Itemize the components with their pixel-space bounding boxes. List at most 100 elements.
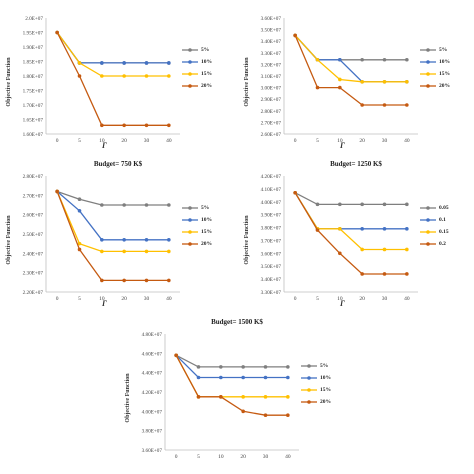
x-tick-label: 30: [144, 296, 150, 302]
legend-swatch: [182, 242, 198, 246]
legend-label: 10%: [201, 59, 212, 65]
series-line: [175, 354, 288, 416]
chart-panel: Budget= 1500 K$ Objective Function 3.60E…: [121, 318, 353, 468]
x-tick-label: 40: [285, 454, 291, 460]
x-tick-label: 20: [240, 454, 246, 460]
data-point: [100, 61, 104, 65]
legend-label: 0.1: [439, 217, 446, 223]
x-tick-label: 5: [78, 296, 81, 302]
data-point: [360, 227, 364, 231]
y-tick-label: 4.20E+07: [142, 390, 163, 396]
series-line: [175, 354, 288, 379]
data-point: [196, 365, 201, 369]
series-line: [294, 35, 407, 106]
legend-item: 0.15: [420, 226, 472, 238]
legend-swatch: [420, 60, 436, 64]
x-tick-label: 40: [166, 296, 172, 302]
y-tick-label: 2.60E+07: [23, 213, 44, 219]
data-point: [405, 80, 409, 84]
data-point: [144, 203, 149, 207]
series-line: [294, 192, 407, 230]
x-tick-label: 20: [359, 138, 365, 144]
legend-label: 5%: [439, 47, 448, 53]
chart-title: Budget= 1250 K$: [330, 160, 382, 168]
data-point: [382, 247, 387, 252]
x-tick-label: 0: [294, 138, 297, 144]
data-point: [219, 375, 223, 380]
data-point: [263, 413, 268, 417]
data-point: [167, 238, 171, 242]
legend-item: 15%: [182, 68, 234, 80]
data-point: [382, 272, 387, 276]
data-point: [338, 85, 342, 90]
legend-item: 10%: [182, 214, 234, 226]
data-point: [219, 365, 223, 369]
series-line: [294, 192, 407, 206]
legend-label: 15%: [201, 229, 212, 235]
data-point: [338, 251, 342, 256]
data-point: [382, 80, 387, 84]
legend-swatch: [182, 72, 198, 76]
y-tick-label: 4.80E+07: [142, 332, 163, 338]
data-point: [405, 227, 409, 231]
legend-label: 0.2: [439, 241, 446, 247]
data-point: [100, 123, 104, 128]
y-tick-label: 3.80E+07: [261, 226, 282, 232]
data-point: [144, 238, 149, 242]
x-tick-label: 10: [218, 454, 224, 460]
x-tick-label: 0: [56, 296, 59, 302]
legend-item: 0.05: [420, 202, 472, 214]
legend-swatch: [301, 364, 317, 368]
chart-plot: 3.30E+07 3.40E+07 3.50E+07 3.60E+07 3.70E+07…: [261, 174, 418, 302]
y-tick-label: 2.50E+07: [23, 232, 44, 238]
data-point: [167, 278, 171, 283]
data-point: [405, 247, 409, 252]
y-tick-label: 4.60E+07: [142, 351, 163, 357]
y-tick-label: 1.95E+07: [23, 31, 44, 37]
y-tick-label: 4.10E+07: [261, 187, 282, 193]
x-tick-label: 5: [316, 138, 319, 144]
data-point: [122, 238, 126, 242]
data-point: [55, 30, 59, 35]
legend-swatch: [301, 400, 317, 404]
data-point: [263, 395, 268, 399]
legend-label: 10%: [201, 217, 212, 223]
legend-label: 15%: [439, 71, 450, 77]
x-tick-label: 10: [337, 138, 343, 144]
legend-label: 5%: [201, 47, 210, 53]
data-point: [315, 57, 320, 62]
legend-item: 5%: [182, 202, 234, 214]
y-tick-label: 1.90E+07: [23, 45, 44, 51]
legend-label: 20%: [201, 241, 212, 247]
x-tick-label: 40: [166, 138, 172, 144]
y-tick-label: 3.30E+07: [261, 290, 282, 296]
y-tick-label: 2.70E+07: [23, 193, 44, 199]
legend-swatch: [182, 60, 198, 64]
chart-legend: 5% 10% 15% 20%: [182, 44, 234, 92]
data-point: [338, 202, 342, 207]
chart-title: Budget= 750 K$: [93, 160, 143, 168]
y-tick-label: 3.60E+07: [261, 251, 282, 257]
data-point: [167, 123, 171, 128]
x-tick-label: 30: [263, 454, 269, 460]
series-line: [56, 32, 169, 77]
data-point: [241, 409, 245, 414]
chart-title: Budget= 1500 K$: [211, 318, 263, 326]
data-point: [405, 202, 409, 207]
x-tick-label: 5: [197, 454, 200, 460]
chart-legend: 5% 10% 15% 20%: [301, 360, 353, 408]
legend-swatch: [182, 230, 198, 234]
data-point: [196, 375, 201, 380]
x-tick-label: 30: [382, 138, 388, 144]
legend-swatch: [182, 218, 198, 222]
data-point: [405, 272, 409, 276]
legend-swatch: [420, 230, 436, 234]
data-point: [144, 74, 149, 78]
y-tick-label: 3.40E+07: [261, 277, 282, 283]
legend-item: 5%: [182, 44, 234, 56]
y-tick-label: 3.50E+07: [261, 264, 282, 270]
x-tick-label: 0: [175, 454, 178, 460]
series-line: [56, 32, 169, 126]
x-tick-label: 30: [382, 296, 388, 302]
data-point: [55, 189, 59, 194]
